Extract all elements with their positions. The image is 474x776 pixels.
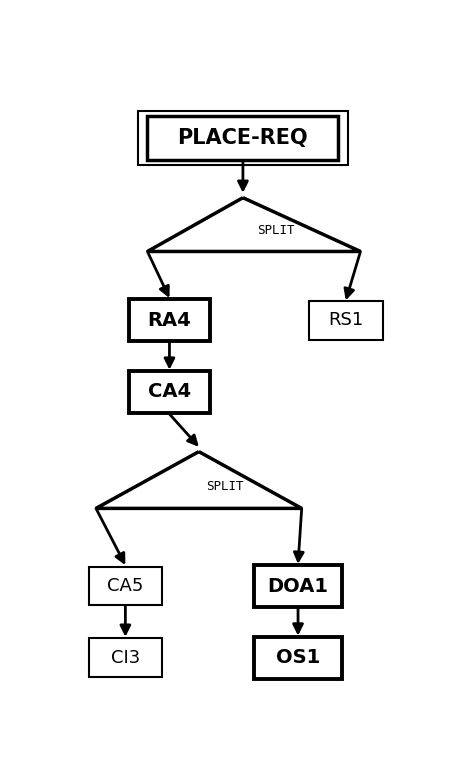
Text: SPLIT: SPLIT	[257, 224, 295, 237]
Text: CA5: CA5	[107, 577, 144, 595]
Text: DOA1: DOA1	[267, 577, 328, 595]
Bar	[89, 566, 162, 605]
Bar	[309, 301, 383, 340]
Text: SPLIT: SPLIT	[206, 480, 243, 493]
Text: RA4: RA4	[147, 310, 191, 330]
Bar	[254, 565, 342, 607]
Text: PLACE-REQ: PLACE-REQ	[178, 128, 308, 148]
Bar	[254, 637, 342, 679]
Bar	[129, 371, 210, 413]
Text: CI3: CI3	[111, 649, 140, 667]
Text: RS1: RS1	[328, 311, 364, 329]
Bar	[147, 116, 338, 161]
Bar	[138, 111, 347, 165]
Text: OS1: OS1	[276, 648, 320, 667]
Bar	[89, 639, 162, 677]
Text: CA4: CA4	[148, 383, 191, 401]
Bar	[129, 300, 210, 341]
